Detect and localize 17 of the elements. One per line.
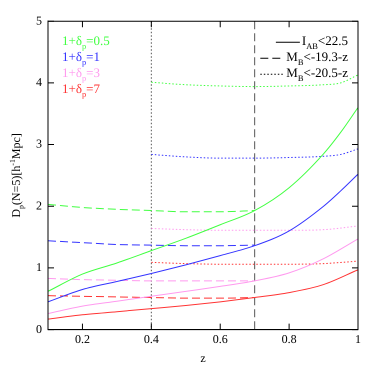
y-tick-label: 2 — [36, 198, 42, 212]
x-tick-label: 0.6 — [212, 332, 228, 346]
y-tick-label: 1 — [36, 260, 42, 274]
line-series — [48, 107, 358, 292]
line-series — [48, 174, 358, 302]
y-tick-label: 4 — [36, 75, 42, 90]
line-series — [48, 238, 358, 314]
line-series — [48, 269, 358, 320]
x-tick-label: 0.2 — [74, 332, 90, 346]
x-tick-label: 0.4 — [144, 332, 159, 346]
x-tick-label: 1 — [355, 332, 361, 346]
y-tick-label: 3 — [36, 136, 42, 151]
y-tick-label: 5 — [36, 13, 42, 28]
x-tick-label: 0.8 — [282, 332, 297, 346]
line-series — [150, 148, 358, 159]
x-axis-title: z — [200, 351, 206, 365]
y-tick-label: 0 — [36, 322, 42, 336]
